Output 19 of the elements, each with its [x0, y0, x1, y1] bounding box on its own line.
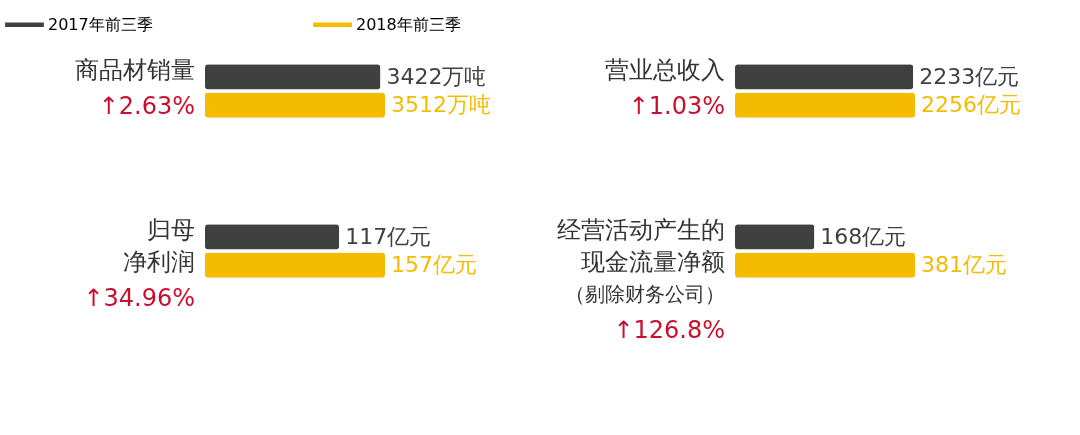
data-label: 2233亿元 [919, 63, 1020, 89]
text: ↑1.03% [628, 92, 725, 120]
text: 经营活动产生的现金流量净额 [557, 216, 725, 276]
data-label: 3422万吨 [386, 63, 487, 89]
data-label: 157亿元 [391, 252, 477, 278]
chart-title: 商品材销量 [75, 56, 195, 84]
text: ↑2.63% [98, 92, 195, 120]
chart-title: 营业总收入 [605, 56, 725, 84]
text: （剔除财务公司） [565, 282, 725, 306]
data-label: 117亿元 [345, 223, 432, 249]
text: ↑126.8% [613, 316, 725, 344]
data-label: 3512万吨 [391, 92, 491, 118]
legend-label: 2017年前三季 [48, 14, 153, 34]
text: ↑34.96% [83, 284, 195, 312]
data-label: 168亿元 [820, 223, 907, 249]
data-label: 2256亿元 [921, 92, 1021, 118]
text: 归母净利润 [123, 216, 195, 276]
data-label: 381亿元 [921, 252, 1007, 278]
legend-label: 2018年前三季 [356, 14, 461, 34]
